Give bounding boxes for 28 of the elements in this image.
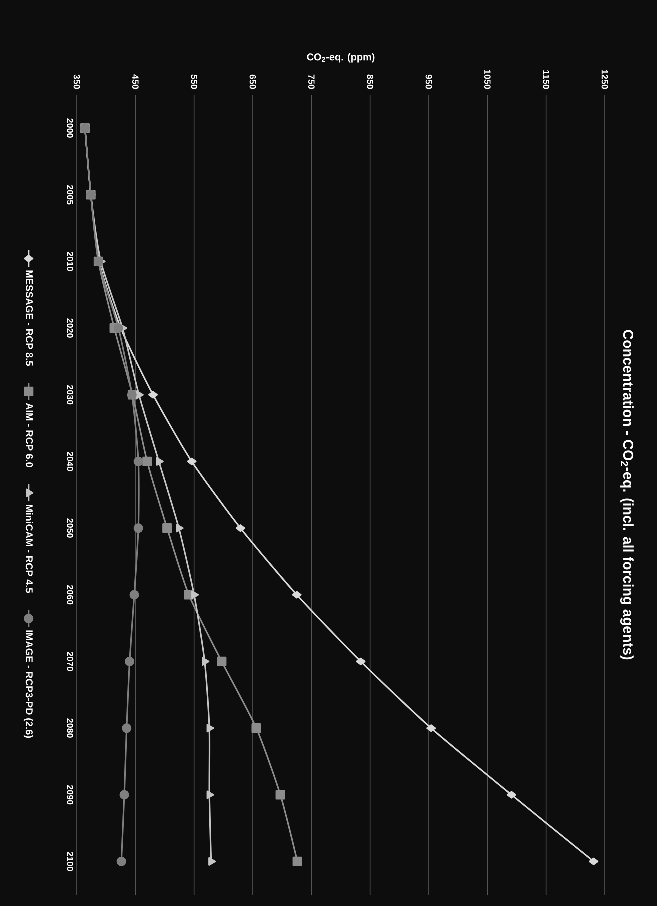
x-tick-label: 550: [191, 74, 198, 90]
y-tick-label: 2005: [67, 185, 74, 205]
x-tick-label: 1150: [543, 70, 550, 90]
y-tick-label: 2080: [67, 718, 74, 738]
x-tick-label: 650: [250, 74, 256, 90]
x-tick-label: 350: [74, 74, 80, 90]
legend-label: IMAGE - RCP3-PD (2.6): [24, 630, 34, 738]
x-tick-label: 750: [308, 74, 315, 90]
y-tick-label: 2050: [67, 518, 74, 538]
x-tick-label: 850: [367, 74, 374, 90]
legend-label: AIM - RCP 6.0: [26, 403, 34, 468]
y-tick-label: 2010: [67, 252, 74, 272]
x-tick-label: 1050: [484, 70, 491, 90]
y-tick-label: 2000: [67, 118, 74, 138]
x-tick-label: 950: [426, 74, 432, 90]
y-tick-label: 2030: [67, 385, 74, 405]
y-tick-label: 2020: [67, 318, 74, 338]
x-tick-label: 450: [132, 74, 139, 90]
y-tick-label: 2090: [67, 785, 74, 805]
y-tick-label: 2100: [67, 852, 74, 872]
x-tick-label: 1250: [602, 70, 608, 90]
y-tick-label: 2060: [67, 585, 74, 605]
legend-label: MiniCAM - RCP 4.5: [26, 505, 34, 594]
y-tick-label: 2040: [67, 452, 74, 472]
legend-label: MESSAGE - RCP 8.5: [26, 270, 34, 366]
text: Concentration - CO$_{2}$-eq. (incl. all forcing agents): [620, 330, 634, 660]
x-axis-title: CO$_{2}$-eq. (ppm): [307, 53, 375, 63]
y-tick-label: 2070: [67, 652, 74, 672]
